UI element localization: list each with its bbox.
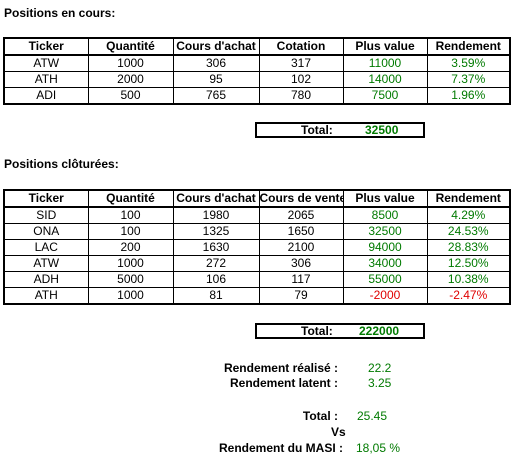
cell-quantity: 200	[87, 239, 174, 256]
closed-positions-header-row: Ticker Quantité Cours d'achat Cours de v…	[3, 189, 511, 208]
cell-ticker: ATH	[3, 287, 89, 305]
open-total-value: 32500	[365, 123, 399, 137]
vs-label: Vs	[331, 425, 346, 439]
table-row: ONA 100 1325 1650 32500 24.53%	[3, 223, 511, 240]
cell-purchase-price: 1980	[172, 206, 260, 224]
closed-positions-table: Ticker Quantité Cours d'achat Cours de v…	[3, 189, 511, 305]
summary-total-label: Total :	[302, 409, 338, 423]
cell-capital-gain: 55000	[342, 271, 428, 288]
cell-sale-price: 2065	[258, 206, 344, 224]
cell-ticker: ONA	[3, 223, 89, 240]
cell-ticker: ADI	[3, 87, 89, 105]
cell-quantity: 1000	[87, 255, 174, 272]
col-header-purchase-price: Cours d'achat	[172, 37, 260, 56]
cell-purchase-price: 765	[172, 87, 260, 105]
col-header-ticker: Ticker	[3, 37, 89, 56]
cell-yield: 24.53%	[426, 223, 511, 240]
closed-total-label: Total:	[301, 324, 333, 338]
table-row: ADI 500 765 780 7500 1.96%	[3, 87, 511, 105]
col-header-capital-gain: Plus value	[342, 37, 428, 56]
cell-ticker: ATW	[3, 255, 89, 272]
realized-yield-value: 22.2	[368, 361, 392, 375]
cell-sale-price: 2100	[258, 239, 344, 256]
cell-yield: 12.50%	[426, 255, 511, 272]
col-header-quote: Cotation	[258, 37, 344, 56]
table-row: LAC 200 1630 2100 94000 28.83%	[3, 239, 511, 256]
cell-yield: 1.96%	[426, 87, 511, 105]
col-header-yield: Rendement	[426, 37, 511, 56]
latent-yield-label: Rendement latent :	[229, 376, 338, 390]
cell-ticker: LAC	[3, 239, 89, 256]
col-header-purchase-price: Cours d'achat	[172, 189, 260, 208]
cell-capital-gain: 32500	[342, 223, 428, 240]
cell-capital-gain: 7500	[342, 87, 428, 105]
cell-ticker: ATW	[3, 54, 89, 72]
closed-positions-title: Positions clôturées:	[4, 157, 119, 171]
masi-yield-value: 18,05 %	[356, 441, 401, 455]
cell-yield: 7.37%	[426, 71, 511, 88]
cell-quote: 317	[258, 54, 344, 72]
cell-capital-gain: 34000	[342, 255, 428, 272]
cell-sale-price: 1650	[258, 223, 344, 240]
col-header-ticker: Ticker	[3, 189, 89, 208]
table-row: ATH 1000 81 79 -2000 -2.47%	[3, 287, 511, 305]
cell-quantity: 1000	[87, 54, 174, 72]
cell-purchase-price: 95	[172, 71, 260, 88]
cell-quote: 780	[258, 87, 344, 105]
closed-total-value: 222000	[359, 324, 400, 338]
cell-capital-gain: 94000	[342, 239, 428, 256]
table-row: SID 100 1980 2065 8500 4.29%	[3, 206, 511, 224]
cell-purchase-price: 81	[172, 287, 260, 305]
cell-sale-price: 306	[258, 255, 344, 272]
col-header-quantity: Quantité	[87, 189, 174, 208]
masi-yield-label: Rendement du MASI :	[218, 441, 343, 455]
cell-yield: 3.59%	[426, 54, 511, 72]
cell-purchase-price: 272	[172, 255, 260, 272]
cell-quote: 102	[258, 71, 344, 88]
latent-yield-value: 3.25	[368, 376, 392, 390]
realized-yield-label: Rendement réalisé :	[223, 361, 338, 375]
open-positions-title: Positions en cours:	[4, 6, 116, 20]
cell-yield: 4.29%	[426, 206, 511, 224]
cell-purchase-price: 1325	[172, 223, 260, 240]
cell-quantity: 5000	[87, 271, 174, 288]
cell-quantity: 2000	[87, 71, 174, 88]
table-row: ATW 1000 306 317 11000 3.59%	[3, 54, 511, 72]
cell-capital-gain: 14000	[342, 71, 428, 88]
col-header-sale-price: Cours de vente	[258, 189, 344, 208]
cell-quantity: 1000	[87, 287, 174, 305]
col-header-capital-gain: Plus value	[342, 189, 428, 208]
table-row: ADH 5000 106 117 55000 10.38%	[3, 271, 511, 288]
cell-quantity: 100	[87, 223, 174, 240]
col-header-yield: Rendement	[426, 189, 511, 208]
cell-purchase-price: 106	[172, 271, 260, 288]
cell-capital-gain: 8500	[342, 206, 428, 224]
cell-ticker: ATH	[3, 71, 89, 88]
open-total-label: Total:	[301, 123, 333, 137]
cell-capital-gain: -2000	[342, 287, 428, 305]
cell-yield: 10.38%	[426, 271, 511, 288]
cell-quantity: 500	[87, 87, 174, 105]
cell-yield: -2.47%	[426, 287, 511, 305]
table-row: ATW 1000 272 306 34000 12.50%	[3, 255, 511, 272]
summary-total-value: 25.45	[357, 409, 388, 423]
cell-purchase-price: 306	[172, 54, 260, 72]
cell-ticker: ADH	[3, 271, 89, 288]
cell-quantity: 100	[87, 206, 174, 224]
open-positions-header-row: Ticker Quantité Cours d'achat Cotation P…	[3, 37, 511, 56]
cell-sale-price: 79	[258, 287, 344, 305]
closed-positions-total-box: Total: 222000	[255, 323, 425, 339]
col-header-quantity: Quantité	[87, 37, 174, 56]
open-positions-table: Ticker Quantité Cours d'achat Cotation P…	[3, 37, 511, 105]
cell-ticker: SID	[3, 206, 89, 224]
table-row: ATH 2000 95 102 14000 7.37%	[3, 71, 511, 88]
cell-capital-gain: 11000	[342, 54, 428, 72]
cell-sale-price: 117	[258, 271, 344, 288]
cell-purchase-price: 1630	[172, 239, 260, 256]
open-positions-total-box: Total: 32500	[255, 122, 425, 138]
cell-yield: 28.83%	[426, 239, 511, 256]
